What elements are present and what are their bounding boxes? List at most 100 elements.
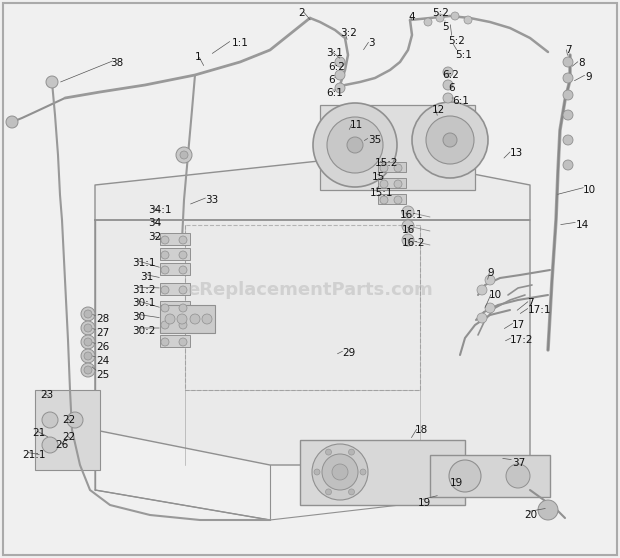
Circle shape [348, 489, 355, 495]
Circle shape [563, 110, 573, 120]
Circle shape [380, 164, 388, 172]
Circle shape [563, 57, 573, 67]
Bar [300, 440, 465, 505]
Circle shape [449, 460, 481, 492]
Circle shape [506, 464, 530, 488]
Circle shape [179, 304, 187, 312]
Circle shape [179, 266, 187, 274]
Text: 30:1: 30:1 [132, 298, 156, 308]
Circle shape [563, 90, 573, 100]
Text: 15: 15 [372, 172, 385, 182]
Text: 12: 12 [432, 105, 445, 115]
Circle shape [451, 12, 459, 20]
Text: 26: 26 [55, 440, 68, 450]
Circle shape [443, 93, 453, 103]
Circle shape [464, 16, 472, 24]
Circle shape [485, 275, 495, 285]
Bar [378, 178, 406, 188]
Text: 21: 21 [32, 428, 45, 438]
Circle shape [177, 314, 187, 324]
Text: 22: 22 [62, 415, 75, 425]
Circle shape [380, 196, 388, 204]
Circle shape [485, 303, 495, 313]
Polygon shape [95, 155, 530, 220]
Bar [160, 318, 190, 330]
Circle shape [402, 234, 414, 246]
Text: 3:1: 3:1 [326, 48, 343, 58]
Bar [378, 162, 406, 172]
Circle shape [84, 310, 92, 318]
Circle shape [563, 73, 573, 83]
Circle shape [402, 206, 414, 218]
Circle shape [443, 133, 457, 147]
Circle shape [326, 489, 332, 495]
Text: 35: 35 [368, 135, 381, 145]
Circle shape [348, 449, 355, 455]
Text: 1: 1 [195, 52, 202, 62]
Circle shape [426, 116, 474, 164]
Text: 25: 25 [96, 370, 109, 380]
Text: 27: 27 [96, 328, 109, 338]
Circle shape [42, 437, 58, 453]
Text: 32: 32 [148, 232, 161, 242]
Text: 5:2: 5:2 [448, 36, 465, 46]
Bar [160, 248, 190, 260]
Circle shape [179, 236, 187, 244]
Circle shape [176, 147, 192, 163]
Text: 6:1: 6:1 [326, 88, 343, 98]
Circle shape [335, 83, 345, 93]
Text: 13: 13 [510, 148, 523, 158]
Bar [430, 455, 550, 497]
Text: 8: 8 [578, 58, 585, 68]
Bar [160, 233, 190, 245]
Text: 34:1: 34:1 [148, 205, 172, 215]
Bar [160, 283, 190, 295]
Text: 14: 14 [576, 220, 589, 230]
Bar [35, 390, 100, 470]
Text: 26: 26 [96, 342, 109, 352]
Text: 18: 18 [415, 425, 428, 435]
Circle shape [394, 196, 402, 204]
Text: 5:1: 5:1 [455, 50, 472, 60]
Text: 11: 11 [350, 120, 363, 130]
Circle shape [477, 313, 487, 323]
Circle shape [412, 102, 488, 178]
Circle shape [161, 251, 169, 259]
Circle shape [443, 67, 453, 77]
Circle shape [360, 469, 366, 475]
Text: 29: 29 [342, 348, 355, 358]
Circle shape [161, 304, 169, 312]
Circle shape [563, 160, 573, 170]
Circle shape [314, 469, 320, 475]
Circle shape [84, 324, 92, 332]
Circle shape [81, 349, 95, 363]
Circle shape [322, 454, 358, 490]
Bar [160, 305, 215, 333]
Circle shape [67, 412, 83, 428]
Text: 9: 9 [487, 268, 494, 278]
Circle shape [326, 449, 332, 455]
Circle shape [538, 500, 558, 520]
Circle shape [84, 366, 92, 374]
Circle shape [477, 285, 487, 295]
Text: 2: 2 [298, 8, 304, 18]
Text: 24: 24 [96, 356, 109, 366]
Text: 1:1: 1:1 [232, 38, 249, 48]
Text: 16:2: 16:2 [402, 238, 425, 248]
Circle shape [394, 164, 402, 172]
Text: eReplacementParts.com: eReplacementParts.com [187, 281, 433, 299]
Text: 31: 31 [140, 272, 153, 282]
Text: 19: 19 [418, 498, 432, 508]
Circle shape [312, 444, 368, 500]
Text: 31:2: 31:2 [132, 285, 156, 295]
Bar [320, 105, 475, 190]
Text: 7: 7 [565, 45, 572, 55]
Circle shape [563, 135, 573, 145]
Bar [160, 301, 190, 313]
Text: 4: 4 [408, 12, 415, 22]
Text: 6: 6 [448, 83, 454, 93]
Text: 6:2: 6:2 [328, 62, 345, 72]
Circle shape [165, 314, 175, 324]
Circle shape [161, 338, 169, 346]
Text: 20: 20 [524, 510, 537, 520]
